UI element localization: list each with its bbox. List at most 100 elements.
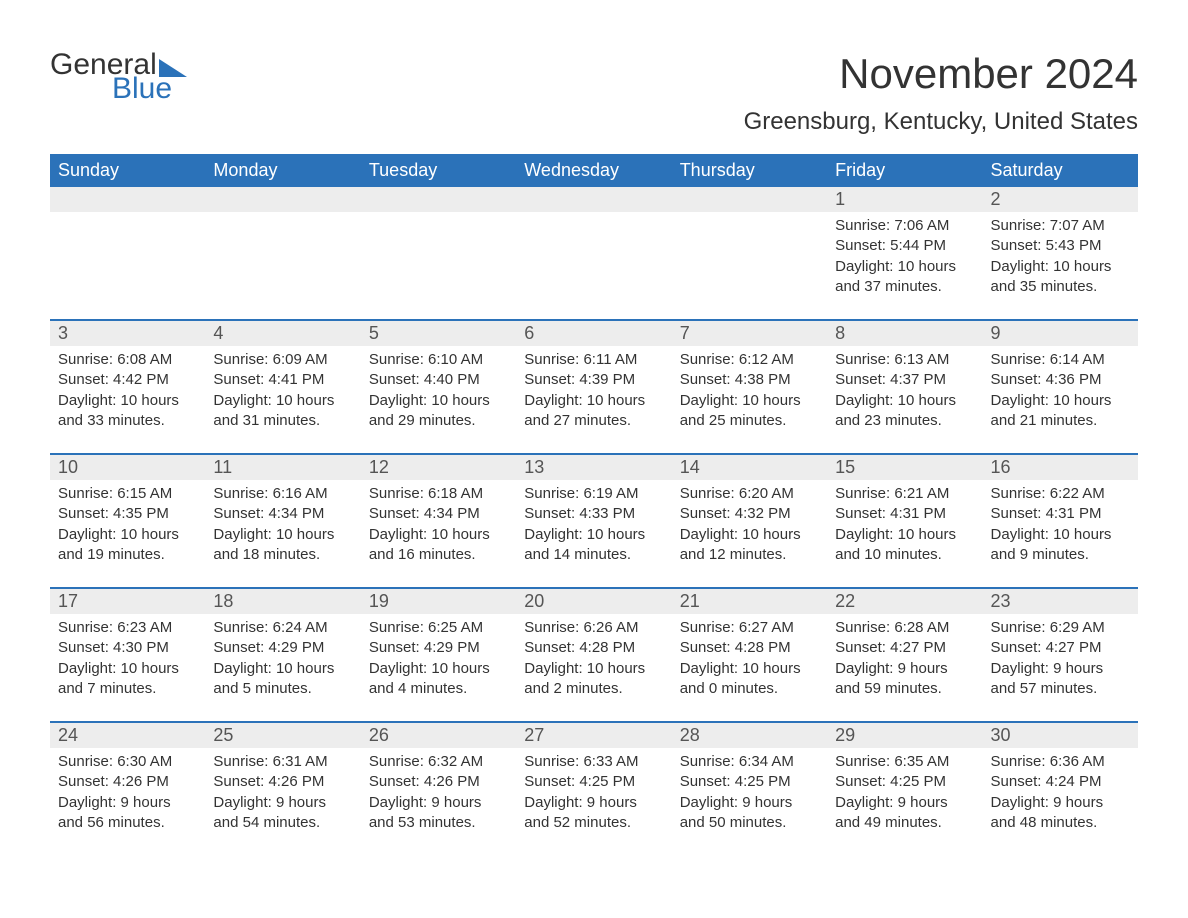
daylight-label: Daylight: — [369, 794, 427, 811]
sunrise-line: Sunrise: 6:30 AM — [58, 752, 197, 772]
sunrise-line: Sunrise: 6:18 AM — [369, 484, 508, 504]
sunrise-value: 7:07 AM — [1050, 217, 1105, 234]
sunset-line: Sunset: 4:24 PM — [991, 772, 1130, 792]
day-body: Sunrise: 6:13 AMSunset: 4:37 PMDaylight:… — [827, 346, 982, 431]
sunrise-value: 6:08 AM — [117, 351, 172, 368]
sunset-line: Sunset: 4:31 PM — [991, 504, 1130, 524]
calendar-table: SundayMondayTuesdayWednesdayThursdayFrid… — [50, 154, 1138, 855]
sunrise-label: Sunrise: — [369, 753, 424, 770]
sunset-line: Sunset: 4:25 PM — [835, 772, 974, 792]
sunset-label: Sunset: — [991, 773, 1042, 790]
sunrise-value: 6:25 AM — [428, 619, 483, 636]
sunrise-line: Sunrise: 6:22 AM — [991, 484, 1130, 504]
daylight-label: Daylight: — [369, 660, 427, 677]
sunrise-value: 6:13 AM — [894, 351, 949, 368]
day-number: 7 — [672, 321, 827, 346]
daylight-line: Daylight: 10 hours and 12 minutes. — [680, 525, 819, 566]
daylight-label: Daylight: — [524, 392, 582, 409]
daylight-line: Daylight: 9 hours and 48 minutes. — [991, 793, 1130, 834]
sunset-value: 4:33 PM — [579, 505, 635, 522]
daylight-line: Daylight: 10 hours and 19 minutes. — [58, 525, 197, 566]
day-number: 30 — [983, 723, 1138, 748]
daylight-line: Daylight: 9 hours and 57 minutes. — [991, 659, 1130, 700]
daylight-line: Daylight: 9 hours and 59 minutes. — [835, 659, 974, 700]
sunset-line: Sunset: 4:27 PM — [835, 638, 974, 658]
calendar-day-cell: 25Sunrise: 6:31 AMSunset: 4:26 PMDayligh… — [205, 722, 360, 855]
sunset-line: Sunset: 4:28 PM — [680, 638, 819, 658]
daylight-label: Daylight: — [835, 258, 893, 275]
calendar-week-row: 1Sunrise: 7:06 AMSunset: 5:44 PMDaylight… — [50, 187, 1138, 320]
sunset-label: Sunset: — [58, 773, 109, 790]
sunrise-line: Sunrise: 6:21 AM — [835, 484, 974, 504]
day-number: 20 — [516, 589, 671, 614]
sunrise-value: 6:12 AM — [739, 351, 794, 368]
sunrise-line: Sunrise: 6:13 AM — [835, 350, 974, 370]
day-body: Sunrise: 6:21 AMSunset: 4:31 PMDaylight:… — [827, 480, 982, 565]
daylight-label: Daylight: — [213, 392, 271, 409]
day-number-empty — [361, 187, 516, 212]
daylight-line: Daylight: 9 hours and 54 minutes. — [213, 793, 352, 834]
day-number: 9 — [983, 321, 1138, 346]
sunrise-line: Sunrise: 6:14 AM — [991, 350, 1130, 370]
sunset-value: 4:37 PM — [890, 371, 946, 388]
calendar-day-cell — [361, 187, 516, 320]
calendar-day-cell: 16Sunrise: 6:22 AMSunset: 4:31 PMDayligh… — [983, 454, 1138, 588]
weekday-header-row: SundayMondayTuesdayWednesdayThursdayFrid… — [50, 154, 1138, 187]
day-number: 16 — [983, 455, 1138, 480]
sunset-value: 4:26 PM — [268, 773, 324, 790]
daylight-line: Daylight: 9 hours and 56 minutes. — [58, 793, 197, 834]
day-body: Sunrise: 7:06 AMSunset: 5:44 PMDaylight:… — [827, 212, 982, 297]
day-number: 19 — [361, 589, 516, 614]
sunset-line: Sunset: 4:39 PM — [524, 370, 663, 390]
day-number: 17 — [50, 589, 205, 614]
sunset-label: Sunset: — [680, 371, 731, 388]
sunrise-value: 6:20 AM — [739, 485, 794, 502]
day-body: Sunrise: 6:14 AMSunset: 4:36 PMDaylight:… — [983, 346, 1138, 431]
sunrise-value: 6:21 AM — [894, 485, 949, 502]
sunrise-label: Sunrise: — [680, 619, 735, 636]
sunrise-label: Sunrise: — [58, 351, 113, 368]
daylight-label: Daylight: — [58, 794, 116, 811]
sunset-line: Sunset: 4:25 PM — [524, 772, 663, 792]
sunrise-label: Sunrise: — [58, 485, 113, 502]
day-body: Sunrise: 6:22 AMSunset: 4:31 PMDaylight:… — [983, 480, 1138, 565]
day-body: Sunrise: 6:18 AMSunset: 4:34 PMDaylight:… — [361, 480, 516, 565]
sunset-label: Sunset: — [369, 639, 420, 656]
sunset-value: 4:34 PM — [424, 505, 480, 522]
sunset-value: 4:35 PM — [113, 505, 169, 522]
day-number-empty — [205, 187, 360, 212]
location: Greensburg, Kentucky, United States — [744, 108, 1138, 136]
daylight-line: Daylight: 9 hours and 49 minutes. — [835, 793, 974, 834]
calendar-day-cell: 30Sunrise: 6:36 AMSunset: 4:24 PMDayligh… — [983, 722, 1138, 855]
calendar-day-cell: 7Sunrise: 6:12 AMSunset: 4:38 PMDaylight… — [672, 320, 827, 454]
sunrise-label: Sunrise: — [213, 351, 268, 368]
sunset-label: Sunset: — [524, 773, 575, 790]
sunrise-line: Sunrise: 6:27 AM — [680, 618, 819, 638]
daylight-line: Daylight: 10 hours and 14 minutes. — [524, 525, 663, 566]
sunrise-value: 6:36 AM — [1050, 753, 1105, 770]
sunset-label: Sunset: — [58, 505, 109, 522]
sunset-line: Sunset: 5:43 PM — [991, 236, 1130, 256]
sunset-label: Sunset: — [213, 639, 264, 656]
daylight-line: Daylight: 10 hours and 31 minutes. — [213, 391, 352, 432]
sunset-value: 5:44 PM — [890, 237, 946, 254]
day-body: Sunrise: 6:12 AMSunset: 4:38 PMDaylight:… — [672, 346, 827, 431]
sunset-label: Sunset: — [369, 371, 420, 388]
sunset-value: 4:36 PM — [1046, 371, 1102, 388]
calendar-day-cell: 3Sunrise: 6:08 AMSunset: 4:42 PMDaylight… — [50, 320, 205, 454]
sunrise-line: Sunrise: 6:08 AM — [58, 350, 197, 370]
sunrise-value: 6:35 AM — [894, 753, 949, 770]
sunrise-value: 6:34 AM — [739, 753, 794, 770]
sunrise-value: 6:33 AM — [583, 753, 638, 770]
day-number: 4 — [205, 321, 360, 346]
daylight-line: Daylight: 9 hours and 50 minutes. — [680, 793, 819, 834]
sunset-label: Sunset: — [524, 505, 575, 522]
daylight-line: Daylight: 10 hours and 4 minutes. — [369, 659, 508, 700]
sunset-label: Sunset: — [835, 371, 886, 388]
sunrise-label: Sunrise: — [369, 619, 424, 636]
sunrise-value: 6:10 AM — [428, 351, 483, 368]
weekday-header: Thursday — [672, 154, 827, 187]
day-number: 27 — [516, 723, 671, 748]
sunset-label: Sunset: — [991, 639, 1042, 656]
daylight-line: Daylight: 10 hours and 29 minutes. — [369, 391, 508, 432]
